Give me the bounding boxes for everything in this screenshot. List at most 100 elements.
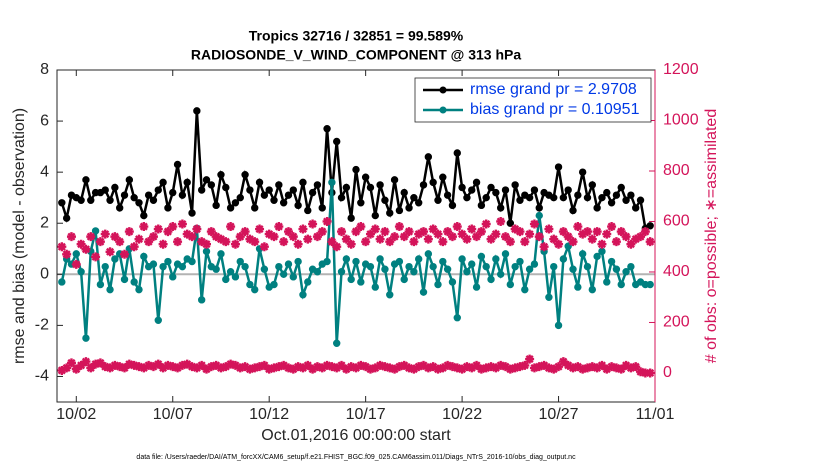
- point-marker: [405, 262, 413, 271]
- point-marker: [164, 204, 172, 212]
- point-marker: [357, 278, 365, 286]
- point-marker: [482, 262, 490, 271]
- star-marker: [486, 234, 496, 244]
- star-marker: [534, 232, 544, 242]
- point-marker: [569, 265, 577, 273]
- point-marker: [183, 178, 191, 187]
- star-marker: [283, 227, 293, 237]
- star-marker: [361, 362, 371, 372]
- legend-marker: [439, 86, 447, 94]
- point-marker: [207, 181, 216, 189]
- star-marker: [409, 364, 419, 374]
- star-marker: [365, 229, 375, 239]
- point-marker: [550, 262, 558, 271]
- point-marker: [313, 268, 322, 276]
- point-marker: [135, 285, 143, 294]
- star-marker: [515, 362, 525, 372]
- star-marker: [501, 362, 510, 372]
- star-marker: [568, 237, 578, 247]
- point-marker: [636, 196, 645, 204]
- y2-tick-label: 0: [663, 364, 672, 381]
- star-marker: [274, 362, 284, 372]
- star-marker: [182, 229, 192, 239]
- y-tick-label: 2: [40, 214, 49, 231]
- star-marker: [645, 368, 655, 378]
- star-marker: [182, 359, 192, 369]
- star-marker: [308, 219, 318, 229]
- point-marker: [251, 204, 259, 212]
- point-marker: [275, 262, 283, 271]
- point-marker: [226, 204, 235, 212]
- point-marker: [58, 199, 66, 207]
- legend-label: bias grand pr = 0.10951: [470, 101, 640, 118]
- point-marker: [501, 250, 510, 258]
- star-marker: [520, 237, 530, 247]
- star-marker: [221, 362, 231, 372]
- point-marker: [627, 191, 635, 199]
- point-marker: [260, 265, 269, 273]
- star-marker: [153, 359, 163, 369]
- point-marker: [535, 204, 543, 212]
- star-marker: [351, 227, 361, 237]
- star-marker: [259, 242, 269, 252]
- point-marker: [550, 193, 558, 202]
- point-marker: [593, 204, 601, 212]
- star-marker: [419, 360, 429, 370]
- star-marker: [250, 363, 260, 373]
- point-marker: [231, 273, 240, 281]
- star-marker: [148, 362, 158, 372]
- star-marker: [404, 227, 414, 237]
- star-marker: [279, 237, 289, 247]
- star-marker: [419, 227, 429, 237]
- point-marker: [496, 204, 505, 212]
- footnote: data file: /Users/raeder/DAI/ATM_forcXX/…: [136, 454, 576, 461]
- point-marker: [593, 252, 601, 261]
- star-marker: [168, 362, 178, 372]
- y-tick-label: 4: [40, 163, 49, 180]
- point-marker: [246, 280, 254, 289]
- star-marker: [631, 234, 641, 244]
- x-tick-label: 10/12: [249, 406, 289, 423]
- star-marker: [91, 359, 101, 369]
- y2-tick-label: 600: [663, 213, 690, 230]
- point-marker: [125, 176, 134, 184]
- star-marker: [105, 247, 115, 257]
- point-marker: [583, 193, 592, 202]
- star-marker: [211, 232, 221, 242]
- point-marker: [284, 191, 293, 199]
- point-marker: [574, 191, 582, 199]
- star-marker: [501, 232, 510, 242]
- point-marker: [304, 206, 312, 215]
- point-marker: [255, 178, 264, 187]
- star-marker: [197, 237, 207, 247]
- star-marker: [558, 357, 568, 367]
- star-marker: [76, 360, 86, 370]
- point-marker: [333, 137, 341, 146]
- star-marker: [100, 229, 110, 239]
- point-marker: [82, 176, 90, 184]
- point-marker: [313, 181, 322, 189]
- point-marker: [443, 191, 452, 199]
- point-marker: [400, 188, 408, 197]
- point-marker: [140, 211, 148, 220]
- star-marker: [616, 227, 626, 237]
- star-marker: [525, 229, 535, 239]
- star-marker: [264, 229, 274, 239]
- point-marker: [468, 260, 476, 268]
- point-marker: [130, 193, 138, 202]
- point-marker: [607, 199, 616, 207]
- star-marker: [578, 229, 588, 239]
- star-marker: [409, 237, 419, 247]
- point-marker: [569, 206, 577, 215]
- star-marker: [481, 219, 491, 229]
- star-marker: [129, 360, 139, 370]
- star-marker: [491, 229, 501, 239]
- star-marker: [197, 360, 207, 370]
- star-marker: [370, 363, 380, 373]
- point-marker: [453, 314, 461, 322]
- point-marker: [530, 260, 539, 268]
- point-marker: [434, 196, 442, 204]
- star-marker: [86, 363, 96, 373]
- point-marker: [159, 262, 167, 271]
- star-marker: [317, 363, 327, 373]
